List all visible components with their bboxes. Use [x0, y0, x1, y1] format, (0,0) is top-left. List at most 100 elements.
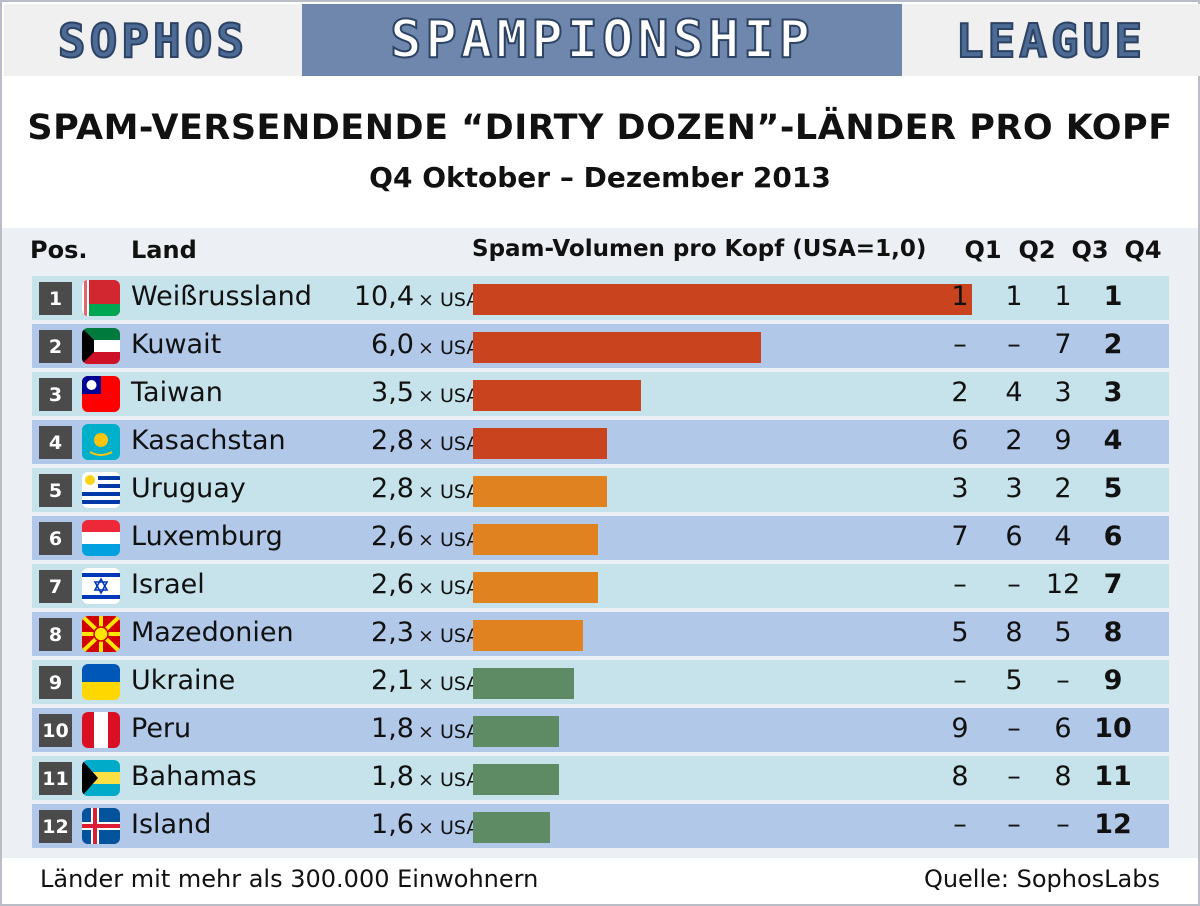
rank-badge: 4: [39, 426, 72, 459]
rank-badge: 11: [39, 762, 72, 795]
header-volume: Spam-Volumen pro Kopf (USA=1,0): [472, 236, 927, 262]
flag-kuwait-icon: [82, 328, 120, 364]
country-name: Luxemburg: [131, 521, 283, 552]
bar: [473, 668, 574, 699]
rank-badge: 12: [39, 810, 72, 843]
rank-q3: 5: [1054, 617, 1072, 648]
value-label: 10,4: [353, 281, 414, 312]
rank-q1: –: [953, 329, 967, 360]
rank-q1: –: [953, 569, 967, 600]
header-q2: Q2: [1018, 236, 1056, 264]
rank-q1: –: [953, 809, 967, 840]
times-usa-label: × USA: [418, 673, 480, 695]
times-usa-label: × USA: [418, 817, 480, 839]
rank-q2: –: [1007, 713, 1021, 744]
rank-badge: 6: [39, 522, 72, 555]
bar: [473, 476, 607, 507]
table-row: 6 Luxemburg 2,6 × USA 7 6 4 6: [32, 516, 1169, 560]
country-name: Island: [131, 809, 212, 840]
times-usa-label: × USA: [418, 337, 480, 359]
rank-q3: –: [1056, 665, 1070, 696]
rank-q1: 2: [951, 377, 969, 408]
table-row: 4 Kasachstan 2,8 × USA 6 2 9 4: [32, 420, 1169, 464]
header-banner: SOPHOS SPAMPIONSHIP LEAGUE: [4, 4, 1200, 76]
flag-macedonia-icon: [82, 616, 120, 652]
table-row: 11 Bahamas 1,8 × USA 8 – 8 11: [32, 756, 1169, 800]
rank-q1: 8: [951, 761, 969, 792]
rank-q2: 2: [1005, 425, 1023, 456]
bar: [473, 620, 583, 651]
rank-q1: 7: [951, 521, 969, 552]
rank-q2: 8: [1005, 617, 1023, 648]
flag-israel-icon: [82, 568, 120, 604]
rank-q2: –: [1007, 329, 1021, 360]
rank-q2: 4: [1005, 377, 1023, 408]
flag-kazakhstan-icon: [82, 424, 120, 460]
times-usa-label: × USA: [418, 385, 480, 407]
table-row: 10 Peru 1,8 × USA 9 – 6 10: [32, 708, 1169, 752]
times-usa-label: × USA: [418, 721, 480, 743]
rank-badge: 1: [39, 282, 72, 315]
footnote: Länder mit mehr als 300.000 Einwohnern: [40, 865, 539, 893]
rank-q1: 3: [951, 473, 969, 504]
value-label: 1,6: [371, 809, 414, 840]
bar: [473, 380, 641, 411]
country-name: Israel: [131, 569, 205, 600]
banner-sophos-logo: SOPHOS: [57, 13, 249, 69]
rank-q3: 1: [1054, 281, 1072, 312]
table-row: 2 Kuwait 6,0 × USA – –7 2: [32, 324, 1169, 368]
bar: [473, 524, 598, 555]
times-usa-label: × USA: [418, 433, 480, 455]
rank-q3: 8: [1054, 761, 1072, 792]
table-row: 5 Uruguay 2,8 × USA 3 3 2 5: [32, 468, 1169, 512]
rank-q1: –: [953, 665, 967, 696]
chart-subtitle: Q4 Oktober – Dezember 2013: [369, 161, 831, 194]
flag-bahamas-icon: [82, 760, 120, 796]
value-label: 2,3: [371, 617, 414, 648]
rank-q2: –: [1007, 761, 1021, 792]
times-usa-label: × USA: [418, 529, 480, 551]
rank-q4: 7: [1103, 569, 1123, 600]
bar: [473, 428, 607, 459]
times-usa-label: × USA: [418, 289, 480, 311]
table-row: 7 Israel 2,6 × USA – –12 7: [32, 564, 1169, 608]
table-row: 3 Taiwan 3,5 × USA 2 4 3 3: [32, 372, 1169, 416]
table-row: 8 Mazedonien 2,3 × USA 5 8 5 8: [32, 612, 1169, 656]
rank-badge: 7: [39, 570, 72, 603]
times-usa-label: × USA: [418, 577, 480, 599]
banner-spampionship-logo: SPAMPIONSHIP: [302, 4, 902, 76]
header-q4: Q4: [1124, 236, 1162, 264]
value-label: 2,6: [371, 569, 414, 600]
rank-q4: 12: [1094, 809, 1132, 840]
rank-q4: 9: [1103, 665, 1123, 696]
rank-q4: 8: [1103, 617, 1123, 648]
value-label: 1,8: [371, 713, 414, 744]
flag-iceland-icon: [82, 808, 120, 844]
bar: [473, 764, 559, 795]
rank-q1: 6: [951, 425, 969, 456]
country-name: Weißrussland: [131, 281, 312, 312]
table-row: 1 Weißrussland 10,4 × USA 1 1 1 1: [32, 276, 1169, 320]
bar: [473, 332, 761, 363]
chart-title: SPAM-VERSENDENDE “DIRTY DOZEN”-LÄNDER PR…: [27, 108, 1173, 148]
rank-q3: 12: [1045, 569, 1081, 600]
rank-badge: 2: [39, 330, 72, 363]
flag-luxembourg-icon: [82, 520, 120, 556]
rank-q4: 2: [1103, 329, 1123, 360]
rank-q2: 5: [1005, 665, 1023, 696]
value-label: 6,0: [371, 329, 414, 360]
bar: [473, 284, 972, 315]
value-label: 2,6: [371, 521, 414, 552]
rank-q3: 4: [1054, 521, 1072, 552]
flag-peru-icon: [82, 712, 120, 748]
rank-badge: 9: [39, 666, 72, 699]
rank-q1: 9: [951, 713, 969, 744]
times-usa-label: × USA: [418, 769, 480, 791]
country-name: Uruguay: [131, 473, 246, 504]
rank-q2: –: [1007, 569, 1021, 600]
value-label: 3,5: [371, 377, 414, 408]
bar: [473, 716, 559, 747]
rank-q3: 7: [1054, 329, 1072, 360]
rank-q4: 5: [1103, 473, 1123, 504]
flag-ukraine-icon: [82, 664, 120, 700]
